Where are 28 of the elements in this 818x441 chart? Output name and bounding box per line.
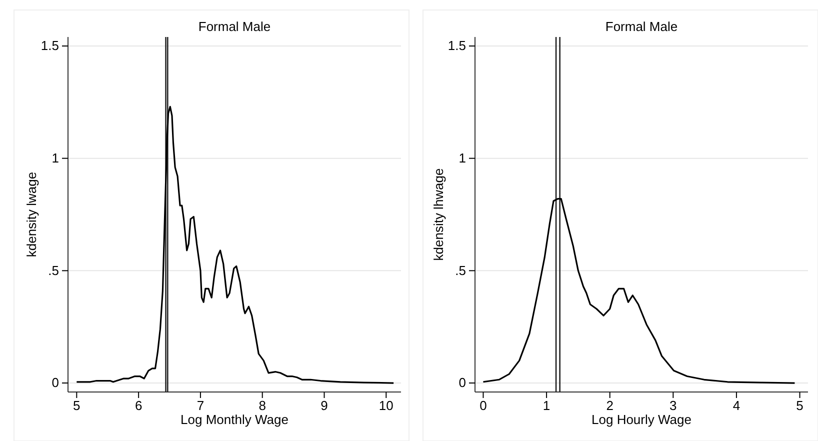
x-tick-label: 8 xyxy=(258,398,266,414)
x-tick-label: 3 xyxy=(670,398,677,414)
y-tick-label: 1.5 xyxy=(448,38,466,54)
y-tick-label: 1 xyxy=(52,150,59,166)
x-tick-label: 4 xyxy=(732,398,740,414)
y-tick-label: .5 xyxy=(48,262,59,278)
x-tick-label: 10 xyxy=(378,398,394,414)
x-tick-label: 6 xyxy=(134,398,142,414)
y-axis-title: kdensity lwage xyxy=(24,172,39,258)
line-series xyxy=(482,198,796,384)
x-tick-label: 2 xyxy=(606,398,614,414)
y-axis-title: kdensity lhwage xyxy=(431,168,446,261)
x-tick-label: 0 xyxy=(480,398,487,414)
y-tick-label: 0 xyxy=(52,375,59,390)
chart-title: Formal Male xyxy=(198,19,271,34)
chart-title: Formal Male xyxy=(605,19,678,34)
x-tick-label: 5 xyxy=(796,398,804,414)
x-tick-label: 1 xyxy=(542,398,550,414)
y-tick-label: 1.5 xyxy=(40,38,59,54)
x-tick-label: 5 xyxy=(73,398,80,414)
x-tick-label: 9 xyxy=(320,398,328,414)
line-series xyxy=(76,106,394,384)
y-tick-label: 0 xyxy=(458,375,466,390)
x-axis-title: Log Hourly Wage xyxy=(592,412,692,427)
x-tick-label: 7 xyxy=(196,398,204,414)
y-tick-label: .5 xyxy=(455,262,466,278)
y-tick-label: 1 xyxy=(458,150,466,166)
x-axis-title: Log Monthly Wage xyxy=(180,412,288,427)
